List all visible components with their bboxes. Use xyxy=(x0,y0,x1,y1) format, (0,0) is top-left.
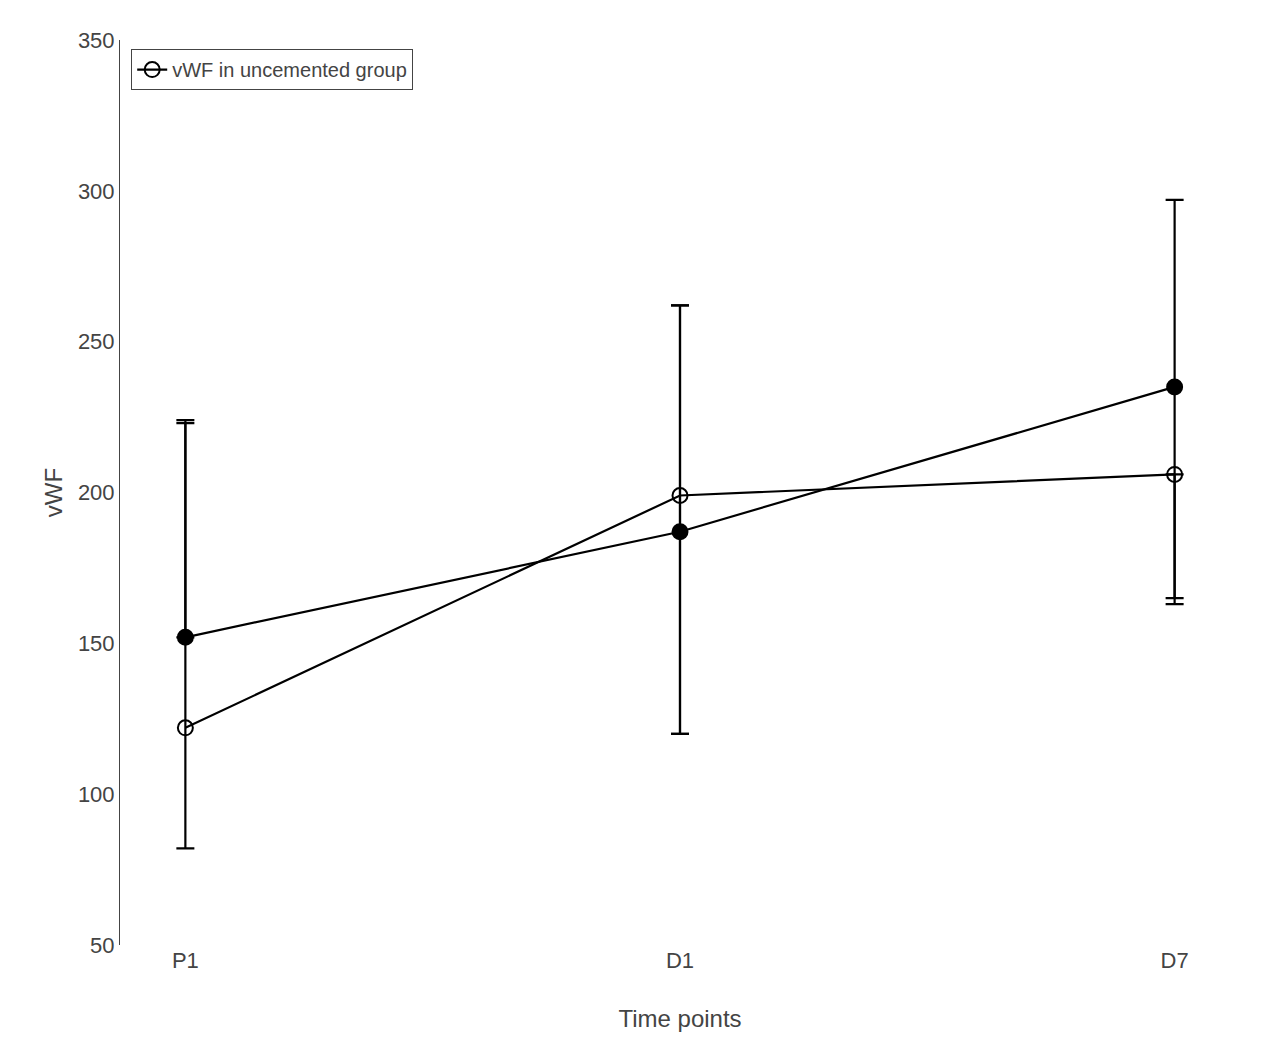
svg-text:vWF in uncemented group: vWF in uncemented group xyxy=(172,59,407,81)
svg-text:350: 350 xyxy=(78,28,115,53)
svg-text:250: 250 xyxy=(78,329,115,354)
svg-text:200: 200 xyxy=(78,480,115,505)
svg-text:vWF: vWF xyxy=(40,468,67,517)
svg-text:D7: D7 xyxy=(1161,948,1189,973)
svg-text:100: 100 xyxy=(78,782,115,807)
svg-text:Time points: Time points xyxy=(618,1005,741,1032)
svg-text:150: 150 xyxy=(78,631,115,656)
svg-text:P1: P1 xyxy=(172,948,199,973)
svg-text:300: 300 xyxy=(78,179,115,204)
svg-text:50: 50 xyxy=(90,933,114,958)
svg-text:D1: D1 xyxy=(666,948,694,973)
